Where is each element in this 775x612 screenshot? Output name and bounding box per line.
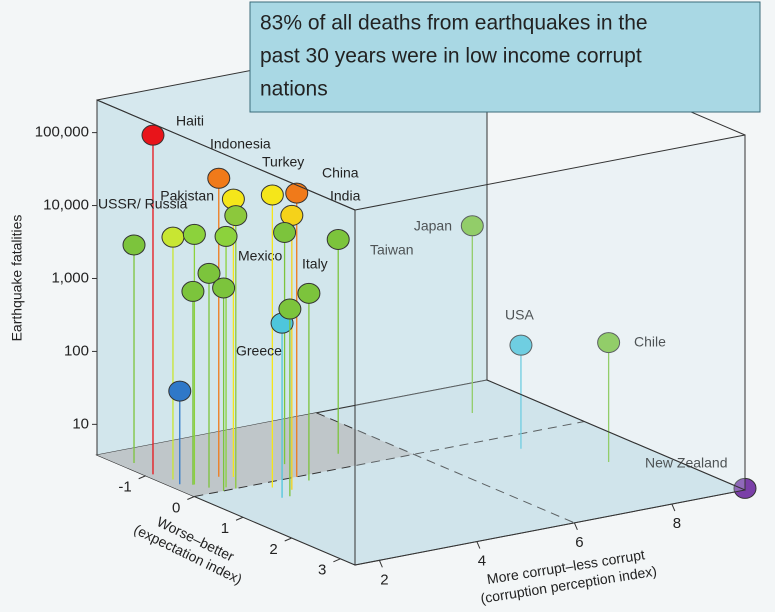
point [161,226,185,248]
point [212,277,236,299]
point [597,332,621,354]
point [224,205,248,227]
point-label: Italy [302,256,328,272]
point-label: Japan [414,218,452,234]
point-label: USA [505,307,534,323]
z-tick [138,475,146,480]
point [141,124,165,146]
point-label: USSR/ Russia [98,196,188,212]
x-tick-label: 2 [380,571,388,588]
point [214,225,238,247]
point-label: Mexico [238,248,283,264]
point-label: New Zealand [645,455,728,471]
point-label: Chile [634,334,666,350]
x-tick-label: 4 [478,553,486,570]
point [273,221,297,243]
z-tick-label: 2 [269,541,277,558]
point-label: Pakistan [160,188,214,204]
point-label: Turkey [262,154,304,170]
z-tick-label: 1 [221,520,229,537]
point [122,234,146,256]
title-line: past 30 years were in low income corrupt [260,45,642,68]
z-tick-label: 0 [172,499,180,516]
point [460,215,484,237]
point [285,182,309,204]
title-line: nations [260,78,328,101]
z-tick [235,516,244,521]
point [207,167,231,189]
point-label: China [322,165,359,181]
z-tick-label: 3 [318,562,326,579]
title-line: 83% of all deaths from earthquakes in th… [260,12,648,35]
y-tick-label: 100 [64,342,89,359]
point [509,334,533,356]
point [182,223,206,245]
top-edge [96,99,356,211]
y-axis-label: Earthquake fatalities [9,215,25,342]
point-label: Indonesia [210,136,271,152]
x-tick [378,560,383,568]
x-tick-label: 8 [673,515,681,532]
point [297,282,321,304]
floor-divider [316,412,575,524]
x-tick [476,541,481,549]
y-tick-label: 100,000 [35,124,89,141]
floor-quadrant [97,412,414,497]
y-tick-label: 10 [72,415,89,432]
z-tick [284,537,292,542]
z-tick [187,496,195,500]
x-tick [573,522,578,531]
y-tick-label: 10,000 [43,197,89,214]
point [197,262,221,284]
title-box: 83% of all deaths from earthquakes in th… [249,1,761,113]
title-background [249,1,761,113]
z-tick [333,558,341,563]
point-label: Greece [236,343,282,359]
point [181,280,205,302]
y-tick-label: 1,000 [51,269,89,286]
plot-area: Haiti Pakistan Indonesia Mexico Turkey China I… [98,113,757,499]
z-tick-label: -1 [118,479,131,496]
point-label: Taiwan [370,242,414,258]
point [260,184,284,206]
point-label: Haiti [176,113,204,129]
x-tick [671,503,676,512]
floor-divider [194,421,585,498]
front-face [354,134,746,566]
point [168,380,192,402]
x-tick-label: 6 [575,534,583,551]
point [278,298,302,320]
point-label: India [330,188,361,204]
point [326,228,350,250]
